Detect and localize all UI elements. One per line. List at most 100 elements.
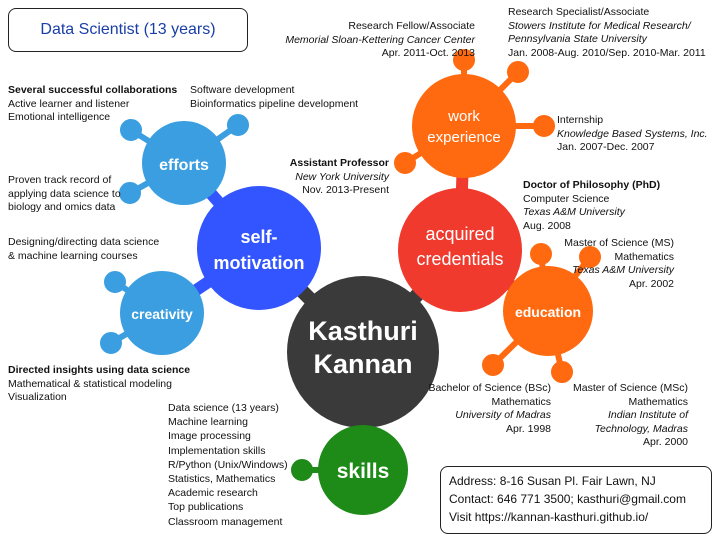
skills-node bbox=[318, 425, 408, 515]
skill-item: Statistics, Mathematics bbox=[168, 473, 276, 486]
work-leaf-dot bbox=[394, 152, 416, 174]
work-experience-label-line2: experience bbox=[427, 129, 500, 146]
credentials-label-line2: credentials bbox=[416, 249, 503, 269]
skill-item: Data science (13 years) bbox=[168, 402, 279, 414]
creativity-leaf-dot bbox=[104, 271, 126, 293]
education-ms: Master of Science (MS) Mathematics Texas… bbox=[564, 237, 674, 291]
insights-line: Visualization bbox=[8, 391, 67, 403]
education-msc-field: Mathematics bbox=[628, 395, 688, 408]
education-bsc-field: Mathematics bbox=[491, 395, 551, 408]
skill-item: Top publications bbox=[168, 501, 244, 514]
page-title: Data Scientist (13 years) bbox=[40, 21, 216, 38]
work-stowers: Research Specialist/Associate Stowers In… bbox=[508, 6, 706, 60]
education-bsc-date: Apr. 1998 bbox=[506, 422, 551, 435]
work-leaf-dot bbox=[507, 61, 529, 83]
collaborations-heading: Several successful collaborations bbox=[8, 84, 178, 96]
contact-phone-email[interactable]: Contact: 646 771 3500; kasthuri@gmail.co… bbox=[449, 492, 686, 506]
self-motivation-node bbox=[197, 186, 321, 310]
education-leaf-dot bbox=[530, 243, 552, 265]
efforts-leaf-dot bbox=[119, 182, 141, 204]
creativity-leaf-dot bbox=[100, 332, 122, 354]
insights-line: Mathematical & statistical modeling bbox=[8, 377, 172, 390]
efforts-leaf-dot bbox=[120, 119, 142, 141]
education-leaf-dot bbox=[482, 354, 504, 376]
work-experience-label-line1: work bbox=[447, 108, 480, 125]
education-phd: Doctor of Philosophy (PhD) Computer Scie… bbox=[523, 179, 660, 233]
efforts-leaf-dot bbox=[227, 114, 249, 136]
skill-item: R/Python (Unix/Windows) bbox=[168, 458, 288, 471]
efforts-node bbox=[142, 121, 226, 205]
education-leaf-dot bbox=[579, 246, 601, 268]
work-mskcc: Research Fellow/Associate Memorial Sloan… bbox=[285, 20, 475, 61]
work-professor: Assistant Professor New York University … bbox=[290, 157, 389, 198]
title-box: Data Scientist (13 years) bbox=[8, 8, 248, 52]
contact-website[interactable]: Visit https://kannan-kasthuri.github.io/ bbox=[449, 510, 649, 524]
education-phd-title: Doctor of Philosophy (PhD) bbox=[523, 179, 661, 191]
creativity-label: creativity bbox=[131, 306, 193, 322]
education-ms-title: Master of Science (MS) bbox=[564, 237, 674, 249]
work-stowers-org1: Stowers Institute for Medical Research/ bbox=[508, 19, 691, 32]
track-record-line: applying data science to bbox=[8, 187, 121, 200]
center-node bbox=[287, 276, 439, 428]
collaborations-line: Active learner and listener bbox=[8, 97, 130, 110]
skills-list: Data science (13 years) Machine learning… bbox=[168, 401, 288, 529]
skills-label: skills bbox=[337, 460, 390, 483]
education-ms-school: Texas A&M University bbox=[572, 264, 674, 276]
education-msc-title: Master of Science (MSc) bbox=[573, 382, 688, 394]
work-experience-node bbox=[412, 74, 516, 178]
education-bsc-title: Bachelor of Science (BSc) bbox=[428, 382, 551, 394]
work-stowers-dates: Jan. 2008-Aug. 2010/Sep. 2010-Mar. 2011 bbox=[508, 46, 706, 59]
work-leaf-dot bbox=[453, 49, 475, 71]
education-label: education bbox=[515, 304, 581, 320]
education-node bbox=[503, 266, 593, 356]
track-record-line: Proven track record of bbox=[8, 174, 112, 186]
education-msc: Master of Science (MSc) Mathematics Indi… bbox=[573, 382, 688, 450]
contact-box: Address: 8-16 Susan Pl. Fair Lawn, NJ Co… bbox=[440, 466, 712, 534]
work-leaf-dot bbox=[533, 115, 555, 137]
self-motivation-label-line2: motivation bbox=[213, 253, 304, 273]
education-bsc-school: University of Madras bbox=[455, 409, 551, 421]
acquired-credentials-node bbox=[398, 188, 522, 312]
work-professor-org: New York University bbox=[295, 170, 389, 183]
skill-item: Classroom management bbox=[168, 515, 283, 528]
education-msc-school2: Technology, Madras bbox=[594, 422, 688, 435]
creativity-node bbox=[120, 271, 204, 355]
courses-line: Designing/directing data science bbox=[8, 236, 160, 248]
work-internship: Internship Knowledge Based Systems, Inc.… bbox=[557, 114, 708, 155]
education-ms-date: Apr. 2002 bbox=[629, 277, 674, 290]
work-internship-dates: Jan. 2007-Dec. 2007 bbox=[557, 141, 655, 153]
credentials-label-line1: acquired bbox=[425, 224, 494, 244]
work-professor-dates: Nov. 2013-Present bbox=[302, 184, 389, 196]
track-record-text: Proven track record of applying data sci… bbox=[8, 174, 121, 215]
work-professor-title: Assistant Professor bbox=[289, 157, 389, 169]
education-phd-date: Aug. 2008 bbox=[523, 219, 571, 232]
work-mskcc-org: Memorial Sloan-Kettering Cancer Center bbox=[285, 33, 475, 46]
work-mskcc-title: Research Fellow/Associate bbox=[348, 20, 475, 32]
collaborations-text: Several successful collaborations Active… bbox=[8, 84, 177, 125]
skill-item: Machine learning bbox=[168, 416, 248, 429]
center-label-line1: Kasthuri bbox=[308, 316, 418, 346]
skill-item: Academic research bbox=[168, 487, 258, 500]
work-stowers-title: Research Specialist/Associate bbox=[508, 6, 650, 18]
track-record-line: biology and omics data bbox=[8, 201, 116, 213]
work-mskcc-dates: Apr. 2011-Oct. 2013 bbox=[381, 47, 475, 59]
education-phd-field: Computer Science bbox=[523, 192, 610, 205]
work-internship-org: Knowledge Based Systems, Inc. bbox=[557, 127, 708, 140]
development-line: Software development bbox=[190, 84, 295, 96]
collaborations-line: Emotional intelligence bbox=[8, 111, 111, 123]
self-motivation-label-line1: self- bbox=[240, 227, 277, 247]
development-line: Bioinformatics pipeline development bbox=[190, 97, 359, 110]
efforts-label: efforts bbox=[159, 157, 209, 174]
contact-address: Address: 8-16 Susan Pl. Fair Lawn, NJ bbox=[449, 474, 656, 488]
insights-heading: Directed insights using data science bbox=[8, 364, 191, 376]
courses-line: & machine learning courses bbox=[8, 249, 138, 262]
center-label-line2: Kannan bbox=[313, 349, 412, 379]
education-leaf-dot bbox=[551, 361, 573, 383]
education-phd-school: Texas A&M University bbox=[523, 206, 625, 218]
education-ms-field: Mathematics bbox=[614, 250, 674, 263]
skill-item: Implementation skills bbox=[168, 444, 266, 457]
skill-item: Image processing bbox=[168, 430, 251, 443]
education-bsc: Bachelor of Science (BSc) Mathematics Un… bbox=[428, 382, 551, 436]
education-msc-school1: Indian Institute of bbox=[608, 409, 688, 421]
